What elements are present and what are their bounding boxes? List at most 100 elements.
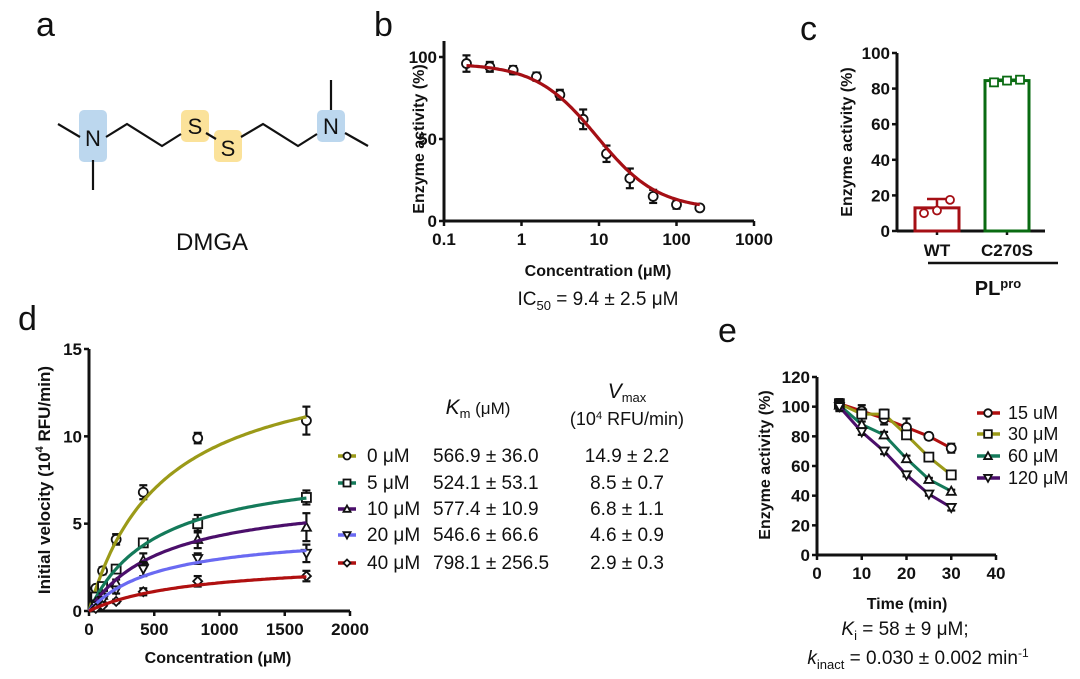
fit-curve [87,548,307,613]
panel-letter-a: a [36,6,55,44]
x-tick-label: 0 [812,564,821,583]
data-point [137,564,150,576]
legend-marker [342,558,352,568]
plpro-group-label: PLpro [975,276,1022,300]
y-tick-label: 40 [871,151,890,170]
y-tick-label: 0 [73,602,82,621]
y-tick-label: 60 [791,457,810,476]
fit-curve [87,415,307,612]
panel-letter-c: c [800,10,817,48]
x-tick-label: 1 [517,230,526,249]
x-tick-label: 2000 [331,620,369,639]
bar-C270S [983,79,1031,233]
fit-curve [466,64,701,207]
fit-curve [87,521,307,612]
legend-label: 30 μM [1008,424,1058,444]
legend-row: 10 μM 577.4 ± 10.9 6.8 ± 1.1 [338,499,664,520]
data-point [923,430,935,442]
legend-item: 120 μM [977,468,1068,488]
y-axis-title: Enzyme activity (%) [839,67,856,216]
legend-label: 20 μM [367,525,420,546]
series-60-μM [833,398,958,496]
legend-label: 60 μM [1008,446,1058,466]
kinact-annotation: kinact = 0.030 ± 0.002 min-1 [807,646,1029,672]
y-tick-label: 0 [881,222,890,241]
legend-marker [341,531,353,541]
bonds [57,80,369,190]
y-axis-title-sup: 4 [34,445,46,452]
ic50-annotation: IC50 = 9.4 ± 2.5 μM [518,289,679,313]
legend-label: 10 μM [367,499,420,520]
legend-row: 20 μM 546.6 ± 66.6 4.6 ± 0.9 [338,525,664,546]
category-label: C270S [981,241,1033,260]
data-point [878,446,891,458]
y-axis-title: Enzyme activity (%) [757,390,774,539]
legend-label: 15 uM [1008,403,1058,423]
replicate-point [989,77,999,88]
x-tick-label: 10 [590,230,609,249]
y-tick-label: 50 [418,130,437,149]
replicate-point [1015,74,1025,85]
nitrogen-highlight-right [317,110,345,142]
atom-n-right: N [323,114,339,139]
vmax-value: 6.8 ± 1.1 [590,499,664,520]
km-value: 546.6 ± 66.6 [433,525,539,546]
legend-label: 5 μM [367,473,410,494]
legend-item: 15 uM [977,403,1058,423]
legend-label: 0 μM [367,446,410,467]
y-tick-label: 100 [409,48,437,67]
sulfur-highlight-2 [214,130,242,162]
y-tick-label: 60 [871,115,890,134]
vmax-unit: (104 RFU/min) [570,409,684,429]
legend-row: 5 μM 524.1 ± 53.1 8.5 ± 0.7 [338,473,664,494]
series-5-μM [87,489,312,612]
y-axis-title-part: RFU/min) [35,366,54,446]
y-tick-label: 5 [73,515,82,534]
km-value: 577.4 ± 10.9 [433,499,539,520]
legend-label: 40 μM [367,553,420,574]
chart-e-time-course: 0 10 20 30 40 0 20 40 60 80 100 120 Time (min) Enzyme… [757,368,1068,613]
x-axis-title: Concentration (μM) [525,263,672,280]
y-axis-title-part: Initial velocity (10 [35,452,54,594]
sulfur-highlight-1 [181,110,209,142]
legend-marker [982,450,994,460]
data-point [878,408,890,420]
km-value: 566.9 ± 36.0 [433,446,539,467]
x-tick-label: 20 [897,564,916,583]
y-tick-label: 100 [782,398,810,417]
x-tick-label: 1500 [266,620,304,639]
data-point [856,408,868,420]
y-axis-title: Enzyme activity (%) [411,64,428,213]
category-label: WT [924,241,951,260]
x-tick-label: 40 [987,564,1006,583]
data-point [945,503,958,514]
y-tick-label: 15 [63,340,82,359]
data-point [191,554,204,565]
data-point [922,472,935,484]
replicate-point [932,205,942,216]
data-point [900,470,913,482]
legend-item: 30 μM [977,424,1058,444]
x-axis-title: Concentration (μM) [145,650,292,667]
panel-letter-e: e [718,312,737,350]
data-point [137,486,149,498]
data-point [901,429,912,441]
panel-letter-b: b [374,6,393,44]
y-tick-label: 0 [428,212,437,231]
series-40-μM [88,569,313,615]
y-tick-label: 10 [63,427,82,446]
data-point [900,452,913,464]
x-tick-label: 500 [140,620,168,639]
x-tick-label: 100 [662,230,690,249]
y-axis-title: Initial velocity (104 RFU/min) [34,366,54,594]
chart-c-bar: 0 20 40 60 80 100 WT C270S Enzyme activity (%) [839,44,1045,260]
data-point [922,489,935,501]
atom-s-1: S [188,114,203,139]
legend-label: 120 μM [1008,468,1068,488]
data-point [833,402,846,414]
fit-curve [88,575,307,613]
atom-n-left: N [85,126,101,151]
atom-s-2: S [221,136,236,161]
x-axis-title: Time (min) [867,596,948,613]
